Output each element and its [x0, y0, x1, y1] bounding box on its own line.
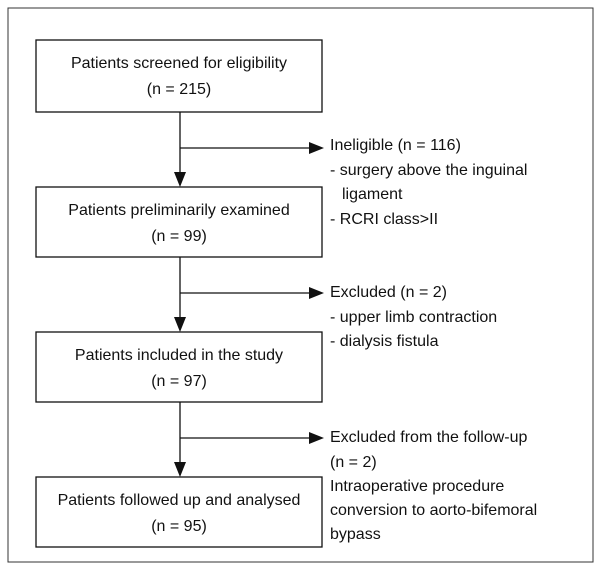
arrow-head [174, 462, 186, 477]
node-text: Patients screened for eligibility [71, 55, 287, 72]
arrow-head [309, 287, 324, 299]
arrow-head [174, 317, 186, 332]
node-text: Patients followed up and analysed [58, 492, 301, 509]
arrow-head [174, 172, 186, 187]
arrow-head [309, 432, 324, 444]
exclusion-text: Excluded from the follow-up [330, 429, 528, 446]
exclusion-text: (n = 2) [330, 454, 377, 471]
node-box [35, 476, 323, 548]
exclusion-text: Excluded (n = 2) [330, 284, 447, 301]
frame [7, 7, 594, 563]
exclusion-text: - upper limb contraction [330, 309, 497, 326]
exclusion-text: bypass [330, 526, 381, 543]
node-text: Patients preliminarily examined [68, 202, 289, 219]
exclusion-text: - dialysis fistula [330, 333, 439, 350]
node-box [35, 39, 323, 113]
node-text: (n = 99) [151, 228, 207, 245]
node-text: (n = 97) [151, 373, 207, 390]
exclusion-text: Intraoperative procedure [330, 478, 504, 495]
node-box [35, 186, 323, 258]
arrows [174, 112, 324, 477]
exclusion-text: Ineligible (n = 116) [330, 137, 461, 154]
exclusion-text: - surgery above the inguinal [330, 162, 527, 179]
node-box [35, 331, 323, 403]
node-text: (n = 215) [147, 81, 211, 98]
arrow-head [309, 142, 324, 154]
exclusion-text: - RCRI class>II [330, 211, 438, 228]
exclusion-text: conversion to aorto-bifemoral [330, 502, 537, 519]
node-text: Patients included in the study [75, 347, 283, 364]
exclusion-text: ligament [342, 186, 403, 203]
node-text: (n = 95) [151, 518, 207, 535]
